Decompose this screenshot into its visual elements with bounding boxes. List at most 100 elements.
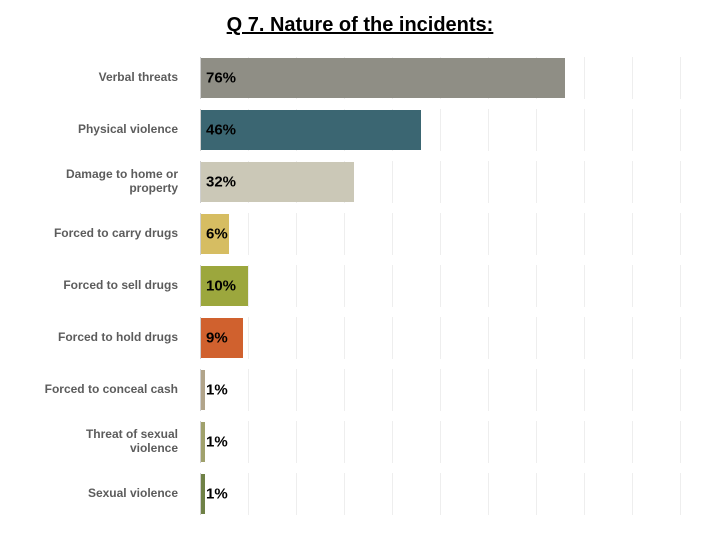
gridline (296, 317, 297, 359)
gridline (344, 213, 345, 255)
chart-row: Forced to conceal cash 1% (40, 364, 680, 416)
category-label: Damage to home or property (40, 156, 188, 208)
gridline (296, 369, 297, 411)
bar (200, 58, 565, 98)
gridline (440, 213, 441, 255)
category-label: Sexual violence (40, 468, 188, 520)
bar-value: 32% (206, 174, 236, 191)
category-label: Forced to carry drugs (40, 208, 188, 260)
bar-value: 10% (206, 278, 236, 295)
gridline (488, 421, 489, 463)
bar-value: 1% (206, 434, 228, 451)
gridline (584, 369, 585, 411)
gridline (584, 317, 585, 359)
category-label: Forced to conceal cash (40, 364, 188, 416)
gridline (584, 213, 585, 255)
gridline (392, 265, 393, 307)
gridline (680, 473, 681, 515)
chart-title: Q 7. Nature of the incidents: (0, 14, 720, 37)
gridline (440, 317, 441, 359)
gridline (344, 421, 345, 463)
gridline (536, 473, 537, 515)
gridline (392, 369, 393, 411)
bar-value: 1% (206, 382, 228, 399)
gridline (344, 317, 345, 359)
y-axis (200, 265, 201, 307)
plot-area: 1% (200, 364, 680, 416)
gridline (296, 265, 297, 307)
gridline (632, 473, 633, 515)
chart-row: Physical violence46% (40, 104, 680, 156)
gridline (488, 265, 489, 307)
y-axis (200, 161, 201, 203)
category-label: Forced to hold drugs (40, 312, 188, 364)
gridline (392, 317, 393, 359)
plot-area: 76% (200, 52, 680, 104)
chart-row: Verbal threats76% (40, 52, 680, 104)
gridline (344, 473, 345, 515)
chart-row: Forced to sell drugs 10% (40, 260, 680, 312)
gridline (392, 161, 393, 203)
gridline (680, 317, 681, 359)
gridline (680, 57, 681, 99)
y-axis (200, 317, 201, 359)
gridline (248, 369, 249, 411)
gridline (536, 421, 537, 463)
gridline (440, 473, 441, 515)
gridline (488, 213, 489, 255)
gridline (584, 421, 585, 463)
bar-value: 6% (206, 226, 228, 243)
gridline (632, 421, 633, 463)
gridline (488, 161, 489, 203)
gridline (488, 369, 489, 411)
gridline (296, 473, 297, 515)
category-label: Threat of sexual violence (40, 416, 188, 468)
gridline (632, 317, 633, 359)
chart-row: Forced to carry drugs 6% (40, 208, 680, 260)
gridline (584, 161, 585, 203)
gridline (536, 265, 537, 307)
gridline (584, 265, 585, 307)
gridline (680, 161, 681, 203)
gridline (632, 161, 633, 203)
plot-area: 10% (200, 260, 680, 312)
gridline (248, 317, 249, 359)
chart-row: Damage to home or property 32% (40, 156, 680, 208)
gridline (296, 421, 297, 463)
gridline (680, 213, 681, 255)
y-axis (200, 213, 201, 255)
bar-chart: Verbal threats76%Physical violence46%Dam… (40, 52, 680, 522)
plot-area: 1% (200, 416, 680, 468)
gridline (440, 109, 441, 151)
plot-area: 46% (200, 104, 680, 156)
gridline (584, 57, 585, 99)
gridline (488, 473, 489, 515)
bar-value: 1% (206, 486, 228, 503)
category-label: Physical violence (40, 104, 188, 156)
y-axis (200, 109, 201, 151)
gridline (632, 213, 633, 255)
gridline (680, 109, 681, 151)
gridline (248, 265, 249, 307)
category-label: Forced to sell drugs (40, 260, 188, 312)
chart-row: Sexual violence 1% (40, 468, 680, 520)
gridline (344, 369, 345, 411)
gridline (632, 109, 633, 151)
gridline (440, 369, 441, 411)
gridline (392, 421, 393, 463)
gridline (632, 57, 633, 99)
y-axis (200, 369, 201, 411)
gridline (584, 473, 585, 515)
gridline (584, 109, 585, 151)
gridline (248, 473, 249, 515)
chart-row: Forced to hold drugs 9% (40, 312, 680, 364)
gridline (536, 213, 537, 255)
gridline (296, 213, 297, 255)
bar-value: 9% (206, 330, 228, 347)
category-label: Verbal threats (40, 52, 188, 104)
gridline (680, 421, 681, 463)
gridline (536, 109, 537, 151)
gridline (488, 317, 489, 359)
gridline (248, 213, 249, 255)
y-axis (200, 473, 201, 515)
